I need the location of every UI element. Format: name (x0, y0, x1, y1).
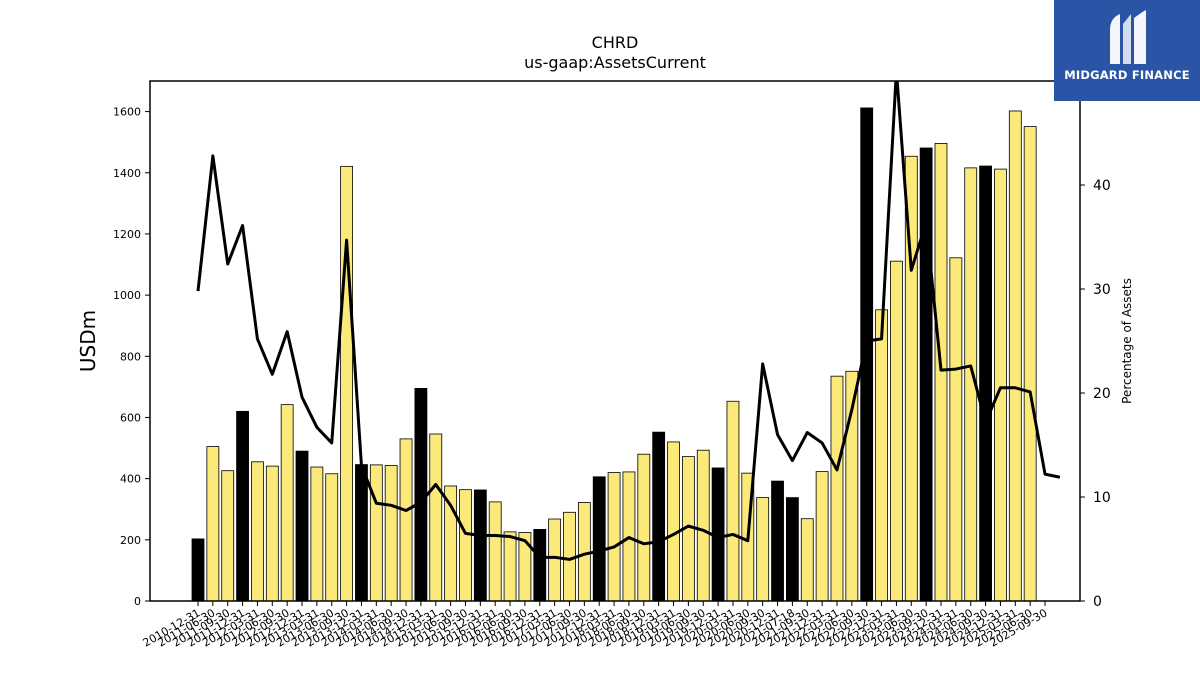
bar (1023, 126, 1037, 602)
y2-tick-label: 30 (1093, 282, 1111, 298)
y-tick-label: 1400 (113, 167, 141, 180)
bar (577, 502, 591, 602)
bar (696, 449, 710, 602)
bar (756, 497, 770, 602)
y2-tick-label: 20 (1093, 386, 1111, 402)
y-tick-label: 600 (120, 411, 141, 424)
bar (875, 309, 888, 602)
plot-frame (149, 80, 1081, 602)
bar (637, 453, 651, 602)
bar (399, 438, 413, 602)
x-axis: 2010-12-312011-06-302011-09-302011-12-31… (141, 601, 1050, 650)
percentage-line (196, 81, 1061, 561)
y2-tick-label: 0 (1093, 594, 1102, 610)
bar (533, 529, 547, 602)
y2-tick-label: 10 (1093, 490, 1111, 506)
y-tick-label: 0 (134, 595, 141, 608)
bar (295, 450, 309, 602)
y-tick-label: 800 (120, 350, 141, 363)
bar (771, 480, 784, 602)
line-series-layer (196, 81, 1061, 561)
bar (191, 538, 205, 602)
bar (548, 518, 562, 602)
bar (251, 461, 264, 602)
bar (890, 260, 903, 602)
bar (384, 465, 398, 602)
bar-series (191, 107, 1037, 602)
y-tick-label: 1200 (113, 228, 141, 241)
chart-subtitle: us-gaap:AssetsCurrent (524, 53, 706, 72)
bar (503, 531, 517, 602)
bar (726, 400, 740, 602)
bar (236, 410, 249, 602)
bar (221, 470, 235, 602)
bar (414, 388, 428, 602)
y-tick-label: 200 (120, 534, 141, 547)
bar (815, 471, 829, 602)
y-axis-label-right: Percentage of Assets (1120, 278, 1134, 404)
bar (830, 375, 844, 602)
bar (934, 142, 948, 602)
bar (310, 466, 324, 602)
y-axis-right: 0 10 20 30 40 (1080, 178, 1111, 610)
brand-logo: MIDGARD FINANCE (1054, 0, 1200, 101)
brand-name: MIDGARD FINANCE (1064, 68, 1190, 82)
bar (369, 464, 383, 602)
y-tick-label: 400 (120, 473, 141, 486)
bar (786, 497, 799, 602)
bar (979, 165, 992, 602)
y-axis-left: 0 200 400 600 800 1000 1200 1400 1600 (113, 106, 150, 608)
bar (652, 431, 666, 602)
bar (265, 465, 279, 602)
chart-title: CHRD (592, 33, 639, 52)
bar (919, 147, 933, 602)
bar (592, 476, 606, 602)
bar (949, 257, 963, 602)
bar (1008, 110, 1022, 602)
midgard-logo-icon (1110, 10, 1146, 64)
bar (488, 501, 502, 602)
y-tick-label: 1600 (113, 106, 141, 119)
bar (459, 489, 472, 602)
bar (667, 441, 680, 602)
y2-tick-label: 40 (1093, 178, 1111, 194)
y-axis-label-left: USDm (76, 310, 100, 372)
bar (473, 489, 487, 602)
bar (206, 446, 220, 602)
bar (994, 168, 1007, 602)
bar (280, 404, 294, 602)
bar (340, 165, 354, 602)
bar (429, 433, 443, 602)
y-tick-label: 1000 (113, 289, 141, 302)
bar (325, 473, 339, 602)
bar (800, 518, 814, 602)
bar (607, 472, 621, 602)
bar (355, 464, 368, 602)
